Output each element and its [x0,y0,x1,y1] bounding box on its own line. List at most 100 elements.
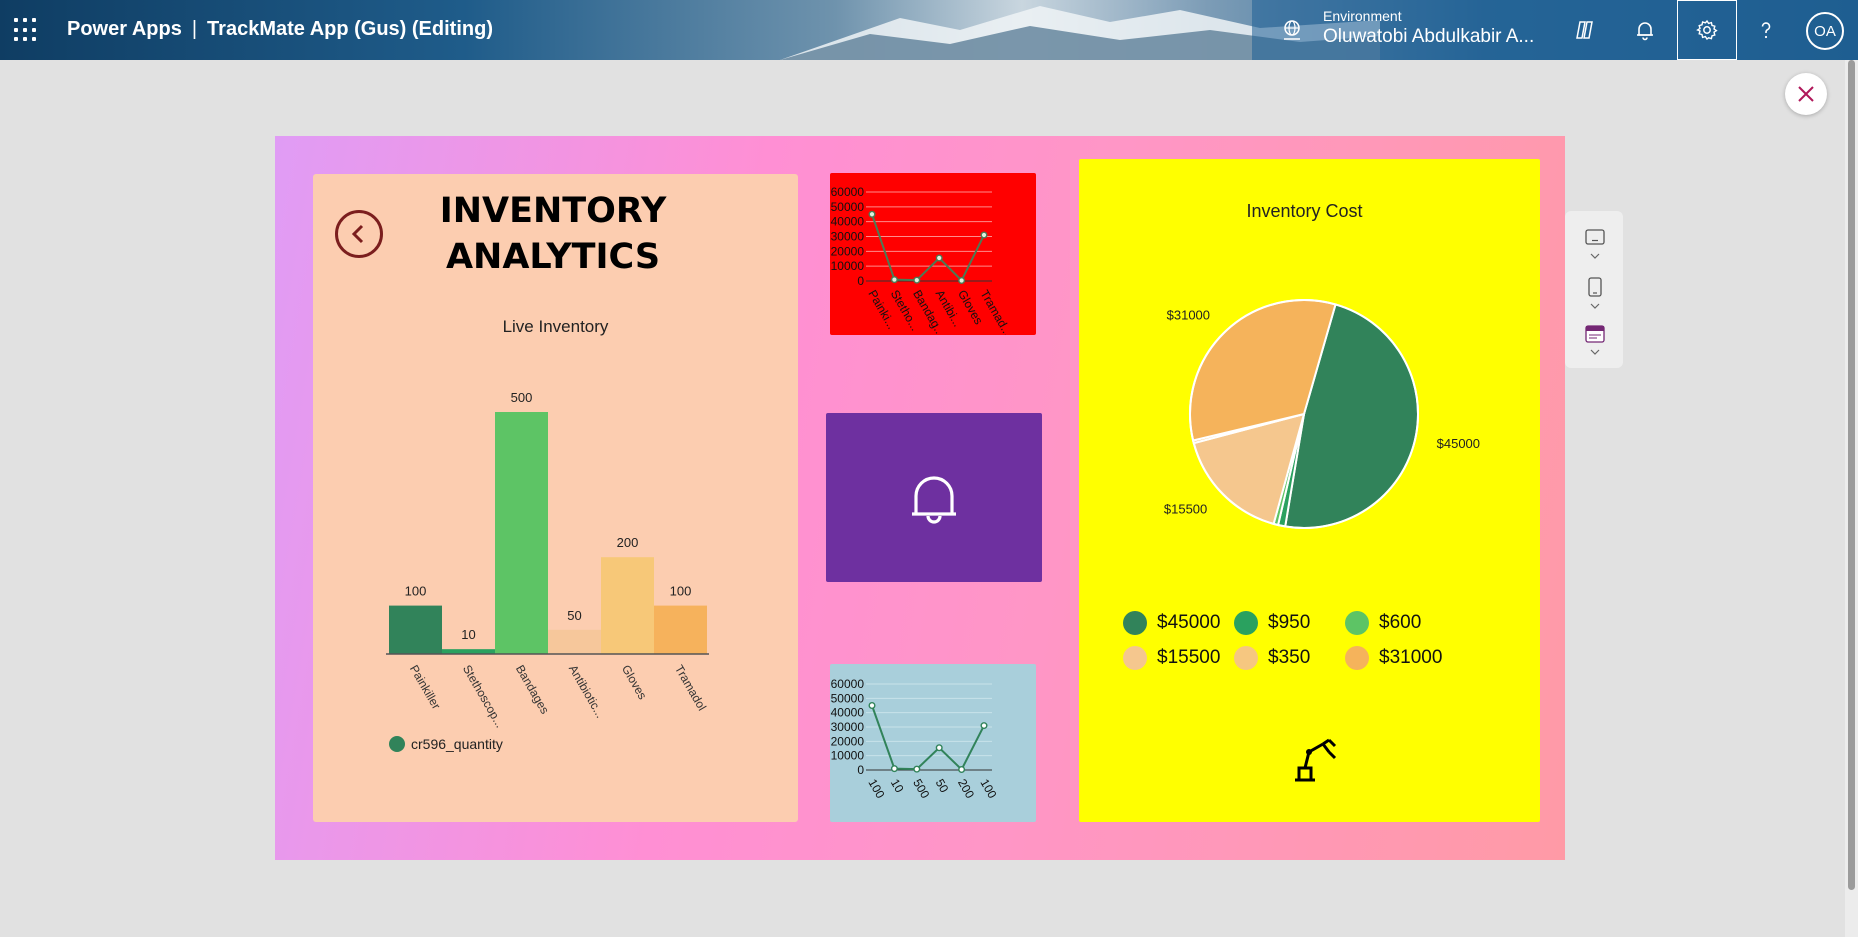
phone-icon [1588,277,1602,297]
bell-icon[interactable] [1629,14,1661,46]
x-tick-label: Antibiotic... [566,663,607,721]
legend-label: cr596_quantity [411,736,503,752]
help-icon[interactable] [1750,14,1782,46]
data-point [935,744,943,752]
bar-value-label: 10 [461,627,475,642]
browser-icon [1585,325,1605,343]
tablet-icon [1585,229,1605,245]
pie-chart-title: Inventory Cost [1246,201,1363,221]
scrollbar-thumb[interactable] [1848,60,1855,890]
x-tick-label: 100 [977,777,999,802]
data-point [958,765,966,773]
environment-name[interactable]: Oluwatobi Abdulkabir A... [1323,26,1535,47]
y-tick-label: 50000 [831,691,865,705]
series-line [871,213,985,283]
legend-label: $600 [1379,612,1422,633]
legend-swatch [1123,611,1147,635]
bar-value-label: 200 [617,535,639,550]
legend-swatch [1345,646,1369,670]
close-button[interactable] [1785,73,1827,115]
legend-item: $31000 [1345,646,1442,670]
data-point [890,276,898,284]
chevron-down-icon [1590,303,1600,309]
x-tick-label: 10 [888,777,907,796]
data-point [868,210,876,218]
y-tick-label: 30000 [831,230,865,244]
environment-area[interactable] [1252,0,1858,60]
y-tick-label: 60000 [831,185,865,199]
live-inventory-bar-chart[interactable]: 100 Painkiller 10 Stethoscop... 500 Bandages 5… [313,174,798,822]
chevron-down-icon [1590,349,1600,355]
user-avatar[interactable]: OA [1806,12,1844,50]
bell-icon [912,475,956,524]
y-tick-label: 0 [857,763,864,777]
y-tick-label: 10000 [831,749,865,763]
legend-label: $950 [1268,612,1311,633]
inventory-cost-card: Inventory Cost $45000 $15500 $31000 $45000… [1079,159,1540,822]
legend-item: $45000 [1123,611,1220,635]
close-icon [1798,86,1814,102]
tablet-layout-button[interactable] [1584,229,1606,261]
cost-line-chart-red[interactable]: 6000050000400003000020000100000Painki...… [830,173,1036,339]
x-tick-label: Bandages [513,663,552,717]
cost-line-chart-card[interactable]: 60000 50000 40000 30000 20000 10000 0 Painki...… [830,173,1036,339]
legend-label: $350 [1268,647,1311,668]
bar-value-label: 100 [405,584,427,599]
environment-label: Environment [1323,8,1402,24]
data-point [980,722,988,730]
bar [495,412,548,654]
y-tick-label: 40000 [831,215,865,229]
legend-swatch [1234,611,1258,635]
title-line-1: INVENTORY [439,191,667,231]
x-tick-label: 50 [933,777,952,796]
back-arrow-icon [351,224,364,244]
legend-label: $31000 [1379,647,1443,668]
y-tick-label: 0 [857,274,864,288]
notifications-button[interactable] [826,413,1042,582]
environment-globe-icon [1284,20,1300,40]
top-bar: Power Apps | TrackMate App (Gus) (Editing)… [0,0,1858,60]
legend-label: $45000 [1157,612,1221,633]
x-tick-label: Tramad... [977,288,1015,336]
app-title: Power Apps | TrackMate App (Gus) (Editing) [67,18,493,41]
page-title: INVENTORY ANALYTICS [403,188,703,280]
chevron-down-icon [1590,253,1600,259]
bar [548,629,601,654]
app-name: TrackMate App (Gus) (Editing) [207,18,493,40]
bar [442,649,495,654]
legend-swatch [389,736,405,752]
bar-value-label: 100 [670,584,692,599]
legend-swatch [1234,646,1258,670]
data-point [913,276,921,284]
web-layout-button[interactable] [1584,325,1606,357]
gear-icon[interactable] [1691,14,1723,46]
app-launcher-icon[interactable] [14,18,38,42]
quantity-cost-line-chart-card[interactable]: 60000 50000 40000 30000 20000 10000 0 100 10 500 5… [830,664,1036,822]
legend-swatch [1345,611,1369,635]
product-name: Power Apps [67,18,182,40]
legend-item: $350 [1234,646,1310,670]
pie-slice-label: $31000 [1167,308,1210,323]
y-tick-label: 20000 [831,244,865,258]
bar-value-label: 50 [567,608,581,623]
x-tick-label: Painkiller [407,663,443,712]
legend-item: $15500 [1123,646,1220,670]
x-tick-label: 500 [910,777,932,802]
legend-label: $15500 [1157,647,1221,668]
robotic-arm-icon[interactable] [1291,734,1341,784]
back-button[interactable] [335,210,383,258]
bar [389,605,442,654]
inventory-cost-pie-chart[interactable]: $45000 $15500 $31000 [1079,159,1540,579]
inventory-analytics-card: INVENTORY ANALYTICS Live Inventory 100 Pa… [313,174,798,822]
x-tick-label: 100 [865,777,887,802]
y-tick-label: 30000 [831,720,865,734]
pie-outline [1189,299,1419,529]
copilot-icon[interactable] [1569,14,1601,46]
y-tick-label: 20000 [831,734,865,748]
settings-button[interactable] [1677,0,1737,60]
phone-layout-button[interactable] [1584,277,1606,311]
page-scrollbar[interactable] [1845,60,1858,937]
y-tick-label: 50000 [831,200,865,214]
title-line-2: ANALYTICS [445,237,661,277]
